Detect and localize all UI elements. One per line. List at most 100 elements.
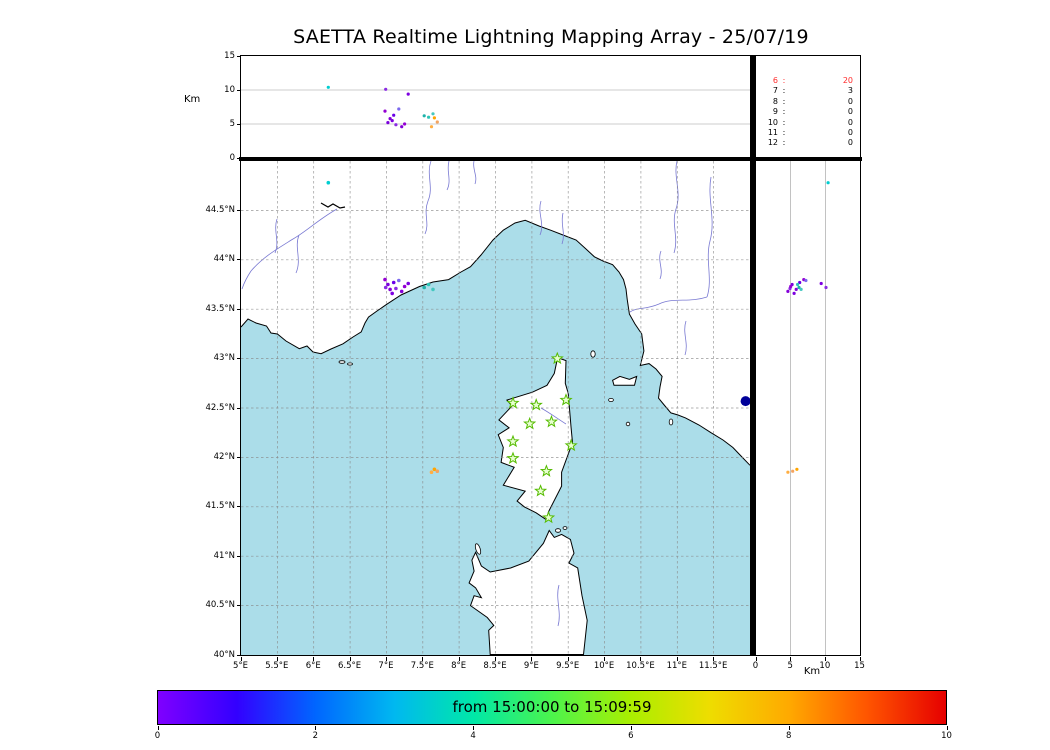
island-maddalena-1 <box>554 528 561 533</box>
small-islands <box>338 350 674 555</box>
alt-right-tick <box>824 656 826 661</box>
colorbar-tick <box>788 725 790 730</box>
colorbar-tick <box>473 725 475 730</box>
altitude-axis-label-right: Km <box>803 666 821 677</box>
station-star <box>506 434 520 448</box>
lon-tick <box>713 656 715 661</box>
lon-tick-label: 5°E <box>232 661 249 671</box>
alt-top-tick <box>236 123 241 125</box>
station-star <box>564 438 578 452</box>
colorbar-tick-label: 4 <box>470 731 476 741</box>
lightning-sources-altitude-lon <box>326 85 439 129</box>
lat-tick <box>236 407 241 409</box>
island-elba <box>612 375 638 386</box>
island-capraia <box>590 350 596 358</box>
alt-top-tick <box>236 55 241 57</box>
time-window-label: from 15:00:00 to 15:09:59 <box>452 698 652 716</box>
lon-tick-label: 6°E <box>305 661 321 671</box>
alt-right-tick-label: 10 <box>819 661 831 671</box>
station-markers <box>506 351 578 524</box>
lat-tick-label: 44.5°N <box>205 204 235 215</box>
alt-right-tick-label: 5 <box>787 661 793 671</box>
alt-right-tick <box>755 656 757 661</box>
station-star <box>506 396 520 409</box>
lat-tick-label: 40.5°N <box>205 600 235 611</box>
count-row-12: 12:0 <box>767 138 853 148</box>
alt-top-tick <box>236 89 241 91</box>
station-star <box>544 414 559 428</box>
lon-tick <box>531 656 533 661</box>
lat-tick <box>236 506 241 508</box>
colorbar-tick <box>630 725 632 730</box>
lat-tick <box>236 259 241 261</box>
lat-tick <box>236 654 241 656</box>
colorbar-tick-label: 2 <box>312 731 319 741</box>
alt-right-tick <box>790 656 792 661</box>
alt-top-tick-label: 0 <box>229 152 235 163</box>
station-star <box>534 484 548 497</box>
lon-tick <box>385 656 387 661</box>
alt-top-tick-label: 15 <box>224 50 235 61</box>
lon-tick <box>240 656 242 661</box>
lon-tick <box>676 656 678 661</box>
source-counts-panel: 6:20 7:3 8:0 9:0 10:0 11:0 12:0 <box>755 55 861 159</box>
island-montecristo <box>625 421 631 427</box>
lon-tick-label: 8°E <box>451 661 467 671</box>
lon-tick-label: 7.5°E <box>410 661 434 671</box>
lon-tick <box>313 656 315 661</box>
alt-top-tick-label: 5 <box>229 118 235 129</box>
station-star <box>542 510 556 524</box>
lon-tick-label: 9°E <box>523 661 539 671</box>
alt-right-tick-label: 0 <box>752 661 759 671</box>
lon-tick <box>640 656 642 661</box>
altitude-vs-latitude-panel <box>755 160 861 656</box>
lon-tick-label: 11.5°E <box>698 661 728 671</box>
colorbar-tick <box>157 725 159 730</box>
island-maddalena-2 <box>562 526 568 530</box>
station-star <box>506 451 520 464</box>
lat-tick <box>236 358 241 360</box>
map <box>241 161 750 655</box>
lon-tick <box>495 656 496 661</box>
island-asinara <box>474 543 482 555</box>
lat-tick <box>236 555 241 557</box>
colorbar-tick-label: 8 <box>785 731 792 741</box>
count-row-9: 9:0 <box>772 107 853 117</box>
island-hyeres-1 <box>338 360 346 364</box>
lon-tick-label: 11°E <box>666 661 687 671</box>
lon-tick-label: 7°E <box>378 661 394 671</box>
station-star <box>559 393 573 406</box>
count-row-11: 11:0 <box>767 128 853 138</box>
colorbar-tick <box>946 725 948 730</box>
lightning-sources-map <box>326 180 750 475</box>
large-flash-marker <box>740 396 750 407</box>
altitude-vs-longitude-plot <box>241 85 750 129</box>
lon-tick <box>422 656 424 661</box>
altitude-axis-label-top: Km <box>184 94 201 105</box>
station-star <box>539 464 553 477</box>
map-gridlines <box>241 161 750 655</box>
lon-tick-label: 6.5°E <box>337 661 362 671</box>
count-row-7: 7:3 <box>772 86 853 96</box>
lake <box>320 202 346 209</box>
alt-right-tick <box>859 656 861 661</box>
sardinia <box>468 529 588 655</box>
lat-tick-label: 43.5°N <box>205 303 235 314</box>
lon-tick-label: 5.5°E <box>265 661 289 671</box>
coastline <box>241 219 750 466</box>
lon-tick <box>604 656 606 661</box>
lat-tick <box>236 308 241 310</box>
lat-tick-label: 41.5°N <box>205 501 235 512</box>
lat-tick <box>236 456 241 458</box>
alt-top-tick-label: 10 <box>224 84 235 95</box>
lat-tick-label: 43°N <box>213 353 235 364</box>
lat-tick-label: 42°N <box>213 451 235 462</box>
rivers <box>241 161 713 627</box>
altitude-vs-longitude-panel <box>240 55 751 159</box>
lat-tick-label: 42.5°N <box>205 402 235 413</box>
source-counts-list: 6:20 7:3 8:0 9:0 10:0 11:0 12:0 <box>756 76 860 149</box>
lon-tick <box>458 656 460 661</box>
lat-tick <box>236 209 241 211</box>
island-giglio <box>668 418 674 426</box>
